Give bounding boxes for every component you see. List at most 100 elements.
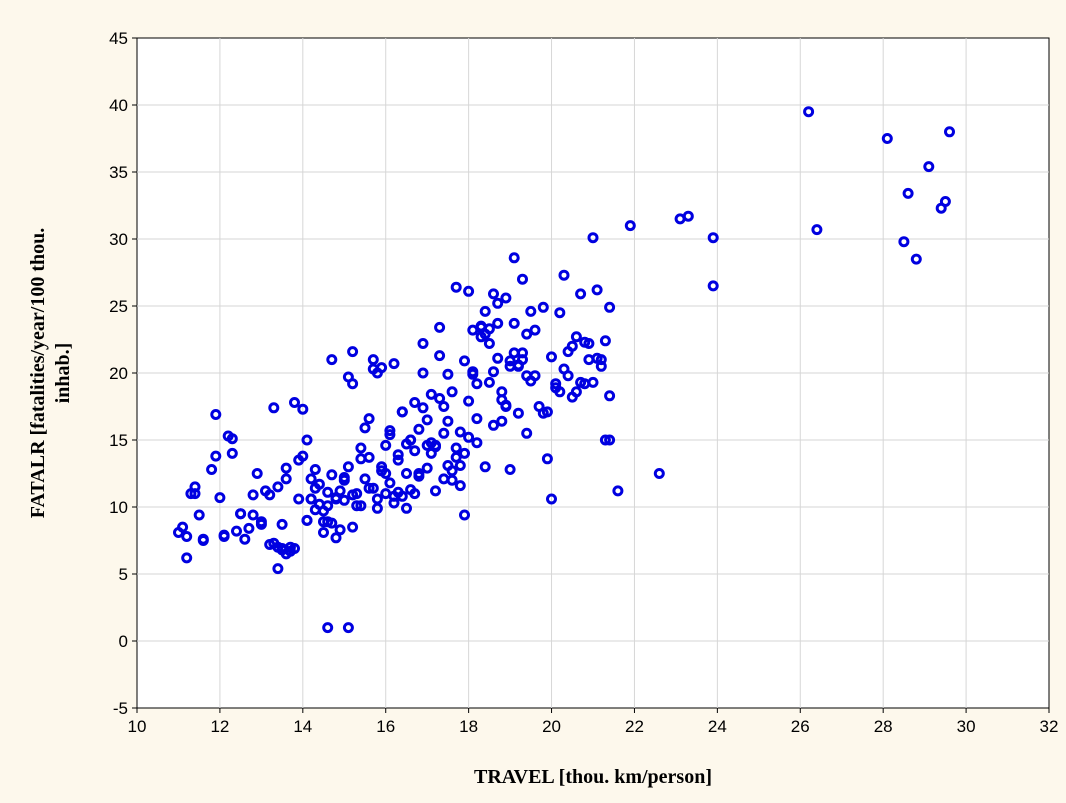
data-point xyxy=(305,493,317,505)
data-point xyxy=(417,338,429,349)
data-point xyxy=(454,480,466,492)
data-point xyxy=(326,354,338,366)
data-point xyxy=(488,288,499,300)
y-tick-label: 10 xyxy=(109,498,128,517)
data-point xyxy=(583,338,595,349)
data-point xyxy=(483,323,495,335)
data-point xyxy=(206,464,218,475)
data-point xyxy=(231,525,242,537)
data-point xyxy=(330,532,342,544)
data-point xyxy=(910,253,922,265)
data-point xyxy=(939,196,951,207)
data-points xyxy=(173,106,955,634)
data-point xyxy=(438,473,450,485)
data-point xyxy=(512,407,524,419)
data-point xyxy=(517,347,528,359)
data-point xyxy=(342,622,354,634)
data-point xyxy=(326,469,338,481)
data-point xyxy=(558,363,570,375)
y-tick-label: 0 xyxy=(119,632,128,651)
x-axis-ticks: 10 12 14 16 18 20 22 24 26 28 30 32 xyxy=(128,708,1059,736)
data-point xyxy=(384,425,396,437)
data-point xyxy=(322,622,334,634)
data-point xyxy=(944,126,955,138)
data-point xyxy=(475,331,487,343)
data-point xyxy=(525,305,537,317)
data-point xyxy=(902,187,914,199)
data-point xyxy=(434,350,446,362)
data-point xyxy=(413,423,425,435)
data-point xyxy=(218,529,230,541)
data-point xyxy=(682,210,694,222)
data-point xyxy=(811,224,823,236)
data-point xyxy=(604,301,616,313)
data-point xyxy=(322,500,334,512)
x-tick-label: 32 xyxy=(1040,717,1059,736)
data-point xyxy=(463,431,475,443)
data-point xyxy=(243,522,255,534)
data-point xyxy=(417,367,429,379)
data-point xyxy=(923,161,935,173)
data-point xyxy=(347,346,359,358)
y-tick-label: 30 xyxy=(109,230,128,249)
data-point xyxy=(546,351,557,363)
data-point xyxy=(264,489,276,501)
data-point xyxy=(255,518,267,530)
data-point xyxy=(359,422,371,434)
x-tick-label: 14 xyxy=(293,717,312,736)
data-point xyxy=(251,468,263,479)
data-point xyxy=(376,461,388,473)
data-point xyxy=(442,415,454,427)
x-tick-label: 20 xyxy=(542,717,561,736)
data-point xyxy=(483,338,495,349)
data-point xyxy=(587,376,599,388)
data-point xyxy=(508,317,520,329)
data-point xyxy=(181,531,193,542)
data-point xyxy=(347,378,359,390)
data-point xyxy=(226,433,238,445)
data-point xyxy=(226,447,238,459)
data-point xyxy=(541,453,553,465)
data-point xyxy=(550,378,562,390)
data-point xyxy=(504,355,516,367)
data-point xyxy=(575,288,587,300)
data-point xyxy=(380,439,392,451)
data-point xyxy=(268,402,280,414)
data-point xyxy=(276,543,288,554)
data-point xyxy=(334,524,346,536)
data-point xyxy=(587,232,599,244)
data-point xyxy=(612,485,624,497)
data-point xyxy=(405,484,417,496)
data-point xyxy=(177,521,189,533)
data-point xyxy=(239,533,251,545)
data-point xyxy=(442,368,454,380)
data-point xyxy=(359,473,371,485)
data-point xyxy=(541,406,553,418)
data-point xyxy=(508,252,520,264)
data-point xyxy=(326,517,338,529)
data-point xyxy=(570,331,582,343)
data-point xyxy=(459,447,470,459)
data-point xyxy=(624,220,636,232)
data-point xyxy=(471,413,483,425)
data-point xyxy=(384,429,396,441)
data-point xyxy=(492,297,504,309)
y-axis-ticks: -5 0 5 10 15 20 25 30 35 40 45 xyxy=(109,29,137,718)
data-point xyxy=(529,324,541,336)
data-point xyxy=(496,386,508,398)
data-point xyxy=(396,406,408,418)
y-axis-title: FATALR [fatalities/year/100 thou. inhab.… xyxy=(27,228,74,519)
data-point xyxy=(334,485,346,497)
data-point xyxy=(301,514,313,526)
data-point xyxy=(421,462,433,474)
y-tick-label: 25 xyxy=(109,297,128,316)
data-point xyxy=(591,284,603,296)
x-tick-label: 22 xyxy=(625,717,644,736)
data-point xyxy=(446,465,458,477)
data-point xyxy=(537,301,549,313)
data-point xyxy=(550,382,562,394)
data-point xyxy=(463,395,475,407)
data-point xyxy=(454,460,466,471)
data-point xyxy=(430,485,441,497)
